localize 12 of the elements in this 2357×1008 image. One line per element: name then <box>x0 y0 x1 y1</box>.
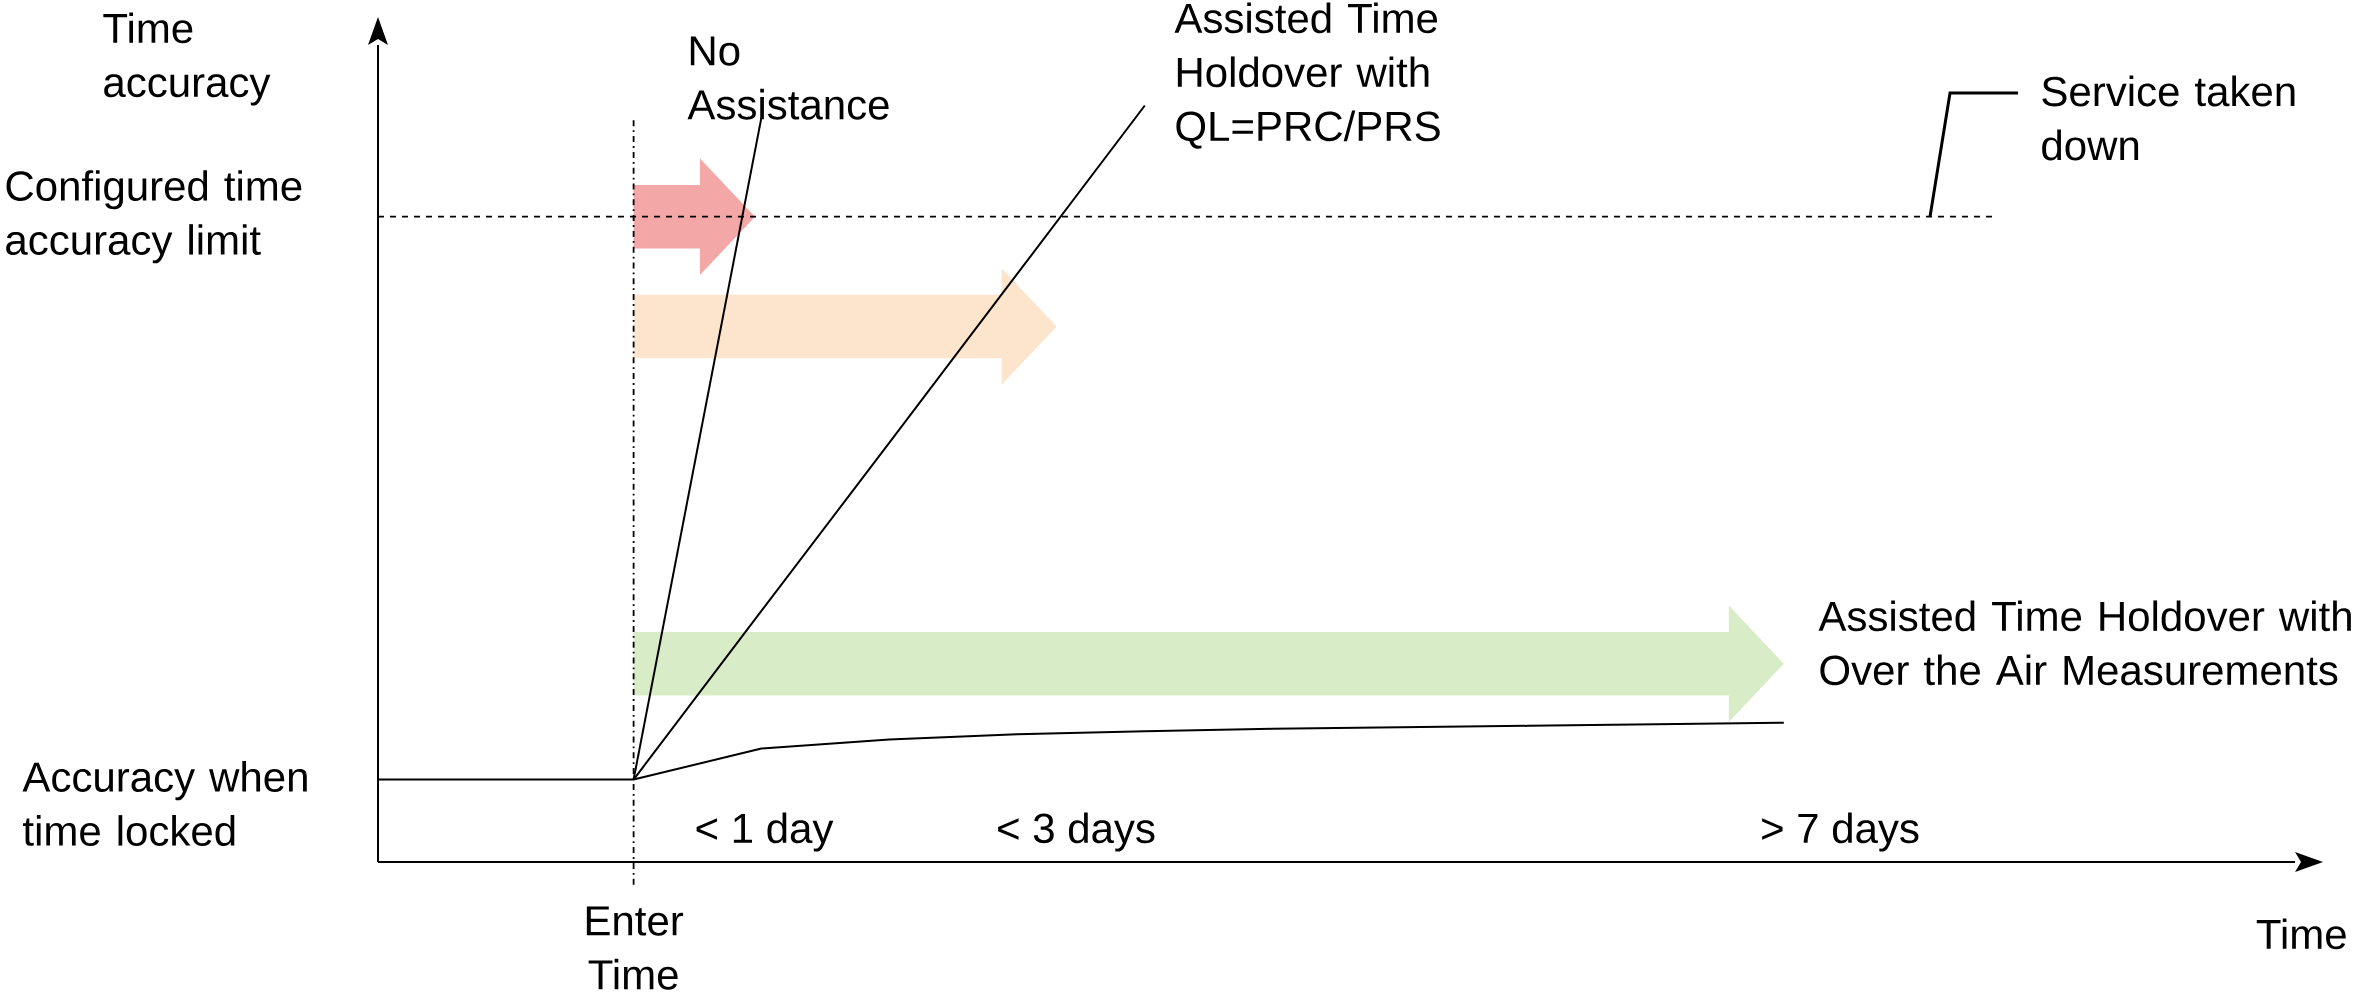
text: Accuracy when time locked <box>22 761 307 846</box>
series-label: No Assistance <box>687 36 889 120</box>
annotation: Service taken down <box>2042 75 2295 161</box>
annotation: < 1 day <box>696 812 834 852</box>
annotation: < 3 days <box>998 812 1155 852</box>
y-axis-title: Time accuracy <box>103 12 271 106</box>
ref-line-label: Configured time accuracy limit <box>6 170 302 264</box>
annotation: > 7 days <box>1762 812 1919 852</box>
x-axis-title: Time <box>2256 918 2346 950</box>
series-label: Assisted Time Holdover with Over the Air Measurements <box>1818 600 2351 686</box>
series-label: Assisted Time Holdover with QL=PRC/PRS <box>1174 2 1440 149</box>
text: Enter Time <box>586 906 684 990</box>
